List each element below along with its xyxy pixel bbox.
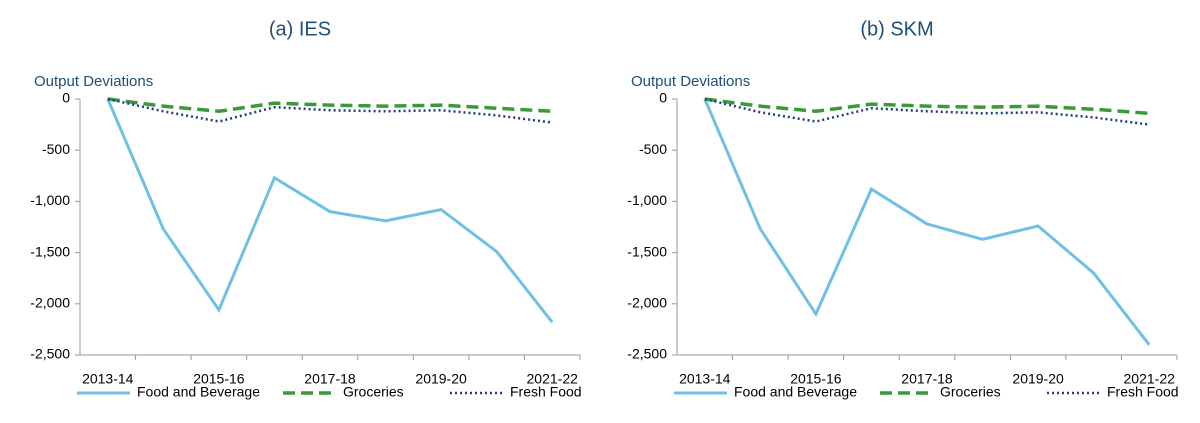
series-line — [704, 97, 1150, 126]
y-tick-label: -500 — [639, 141, 667, 157]
legend-label: Fresh Food — [510, 384, 582, 400]
legend-label: Groceries — [343, 384, 404, 400]
chart-title: (a) IES — [269, 18, 331, 40]
x-tick-label: 2019-20 — [415, 371, 467, 387]
y-tick-label: -2,500 — [627, 346, 667, 362]
x-tick-label: 2019-20 — [1012, 371, 1064, 387]
x-tick-label: 2021-22 — [1124, 371, 1176, 387]
legend-label: Food and Beverage — [734, 384, 857, 400]
x-tick-label: 2021-22 — [527, 371, 579, 387]
y-tick-label: -1,000 — [627, 192, 667, 208]
series-line — [107, 97, 553, 114]
x-tick-label: 2013-14 — [82, 371, 134, 387]
y-tick-label: -500 — [42, 141, 70, 157]
x-tick-label: 2015-16 — [193, 371, 245, 387]
y-tick-label: -2,000 — [627, 295, 667, 311]
chart-title: (b) SKM — [860, 18, 933, 40]
y-axis-label: Output Deviations — [34, 73, 153, 90]
x-tick-label: 2017-18 — [304, 371, 356, 387]
series-line — [703, 98, 1151, 346]
y-tick-label: 0 — [62, 90, 70, 106]
series-line — [107, 97, 553, 124]
y-tick-label: -2,500 — [30, 346, 70, 362]
y-tick-label: -1,500 — [627, 243, 667, 259]
y-tick-label: -1,000 — [30, 192, 70, 208]
y-axis-label: Output Deviations — [631, 73, 750, 90]
series-line — [106, 98, 554, 324]
y-tick-label: 0 — [659, 90, 667, 106]
x-tick-label: 2013-14 — [679, 371, 731, 387]
legend-label: Groceries — [940, 384, 1001, 400]
x-tick-label: 2015-16 — [790, 371, 842, 387]
series-line — [704, 97, 1150, 116]
y-tick-label: -2,000 — [30, 295, 70, 311]
x-tick-label: 2017-18 — [901, 371, 953, 387]
y-tick-label: -1,500 — [30, 243, 70, 259]
legend-label: Food and Beverage — [137, 384, 260, 400]
legend-label: Fresh Food — [1107, 384, 1179, 400]
